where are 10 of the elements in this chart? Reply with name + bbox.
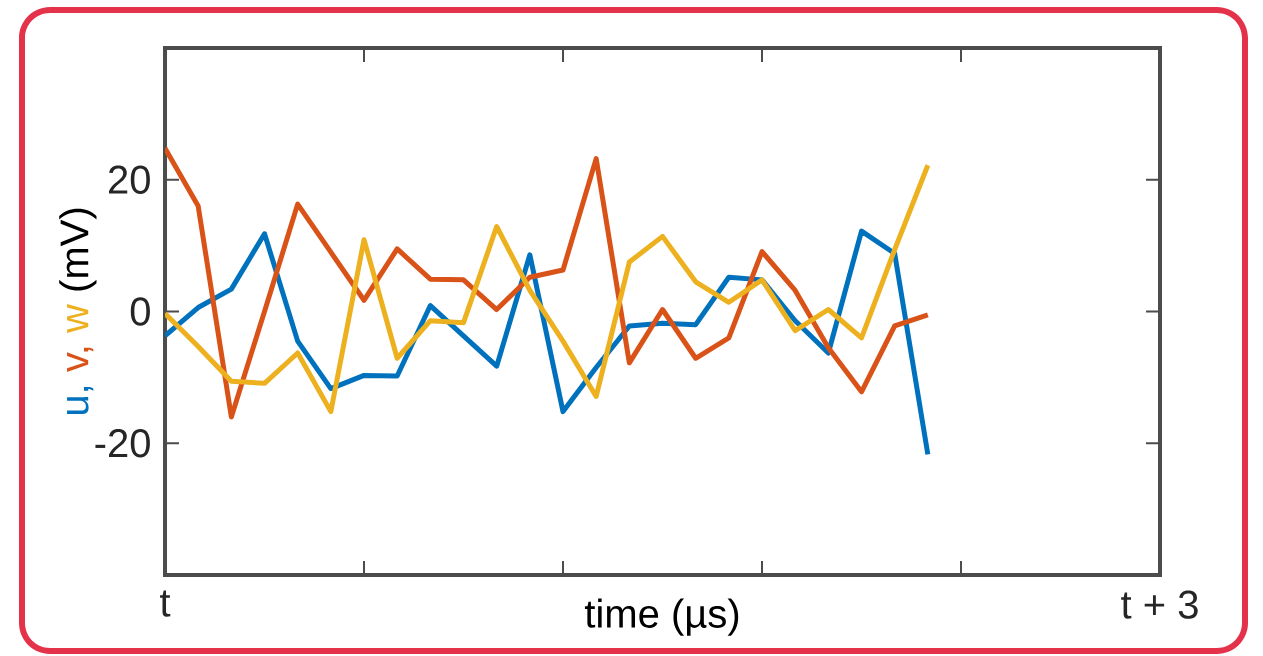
y-axis-title: (mV): [59, 208, 97, 291]
y-tick-label: -20: [95, 429, 150, 458]
text: w: [67, 303, 89, 334]
x-axis-title: time (µs): [584, 598, 739, 636]
y-tick-label: 0: [130, 297, 150, 326]
x-tick-label: t + 3: [1121, 590, 1198, 619]
text: u,: [67, 386, 94, 415]
text: v,: [67, 347, 94, 373]
x-tick-label: t: [160, 590, 171, 617]
y-tick-label: 20: [109, 165, 150, 194]
